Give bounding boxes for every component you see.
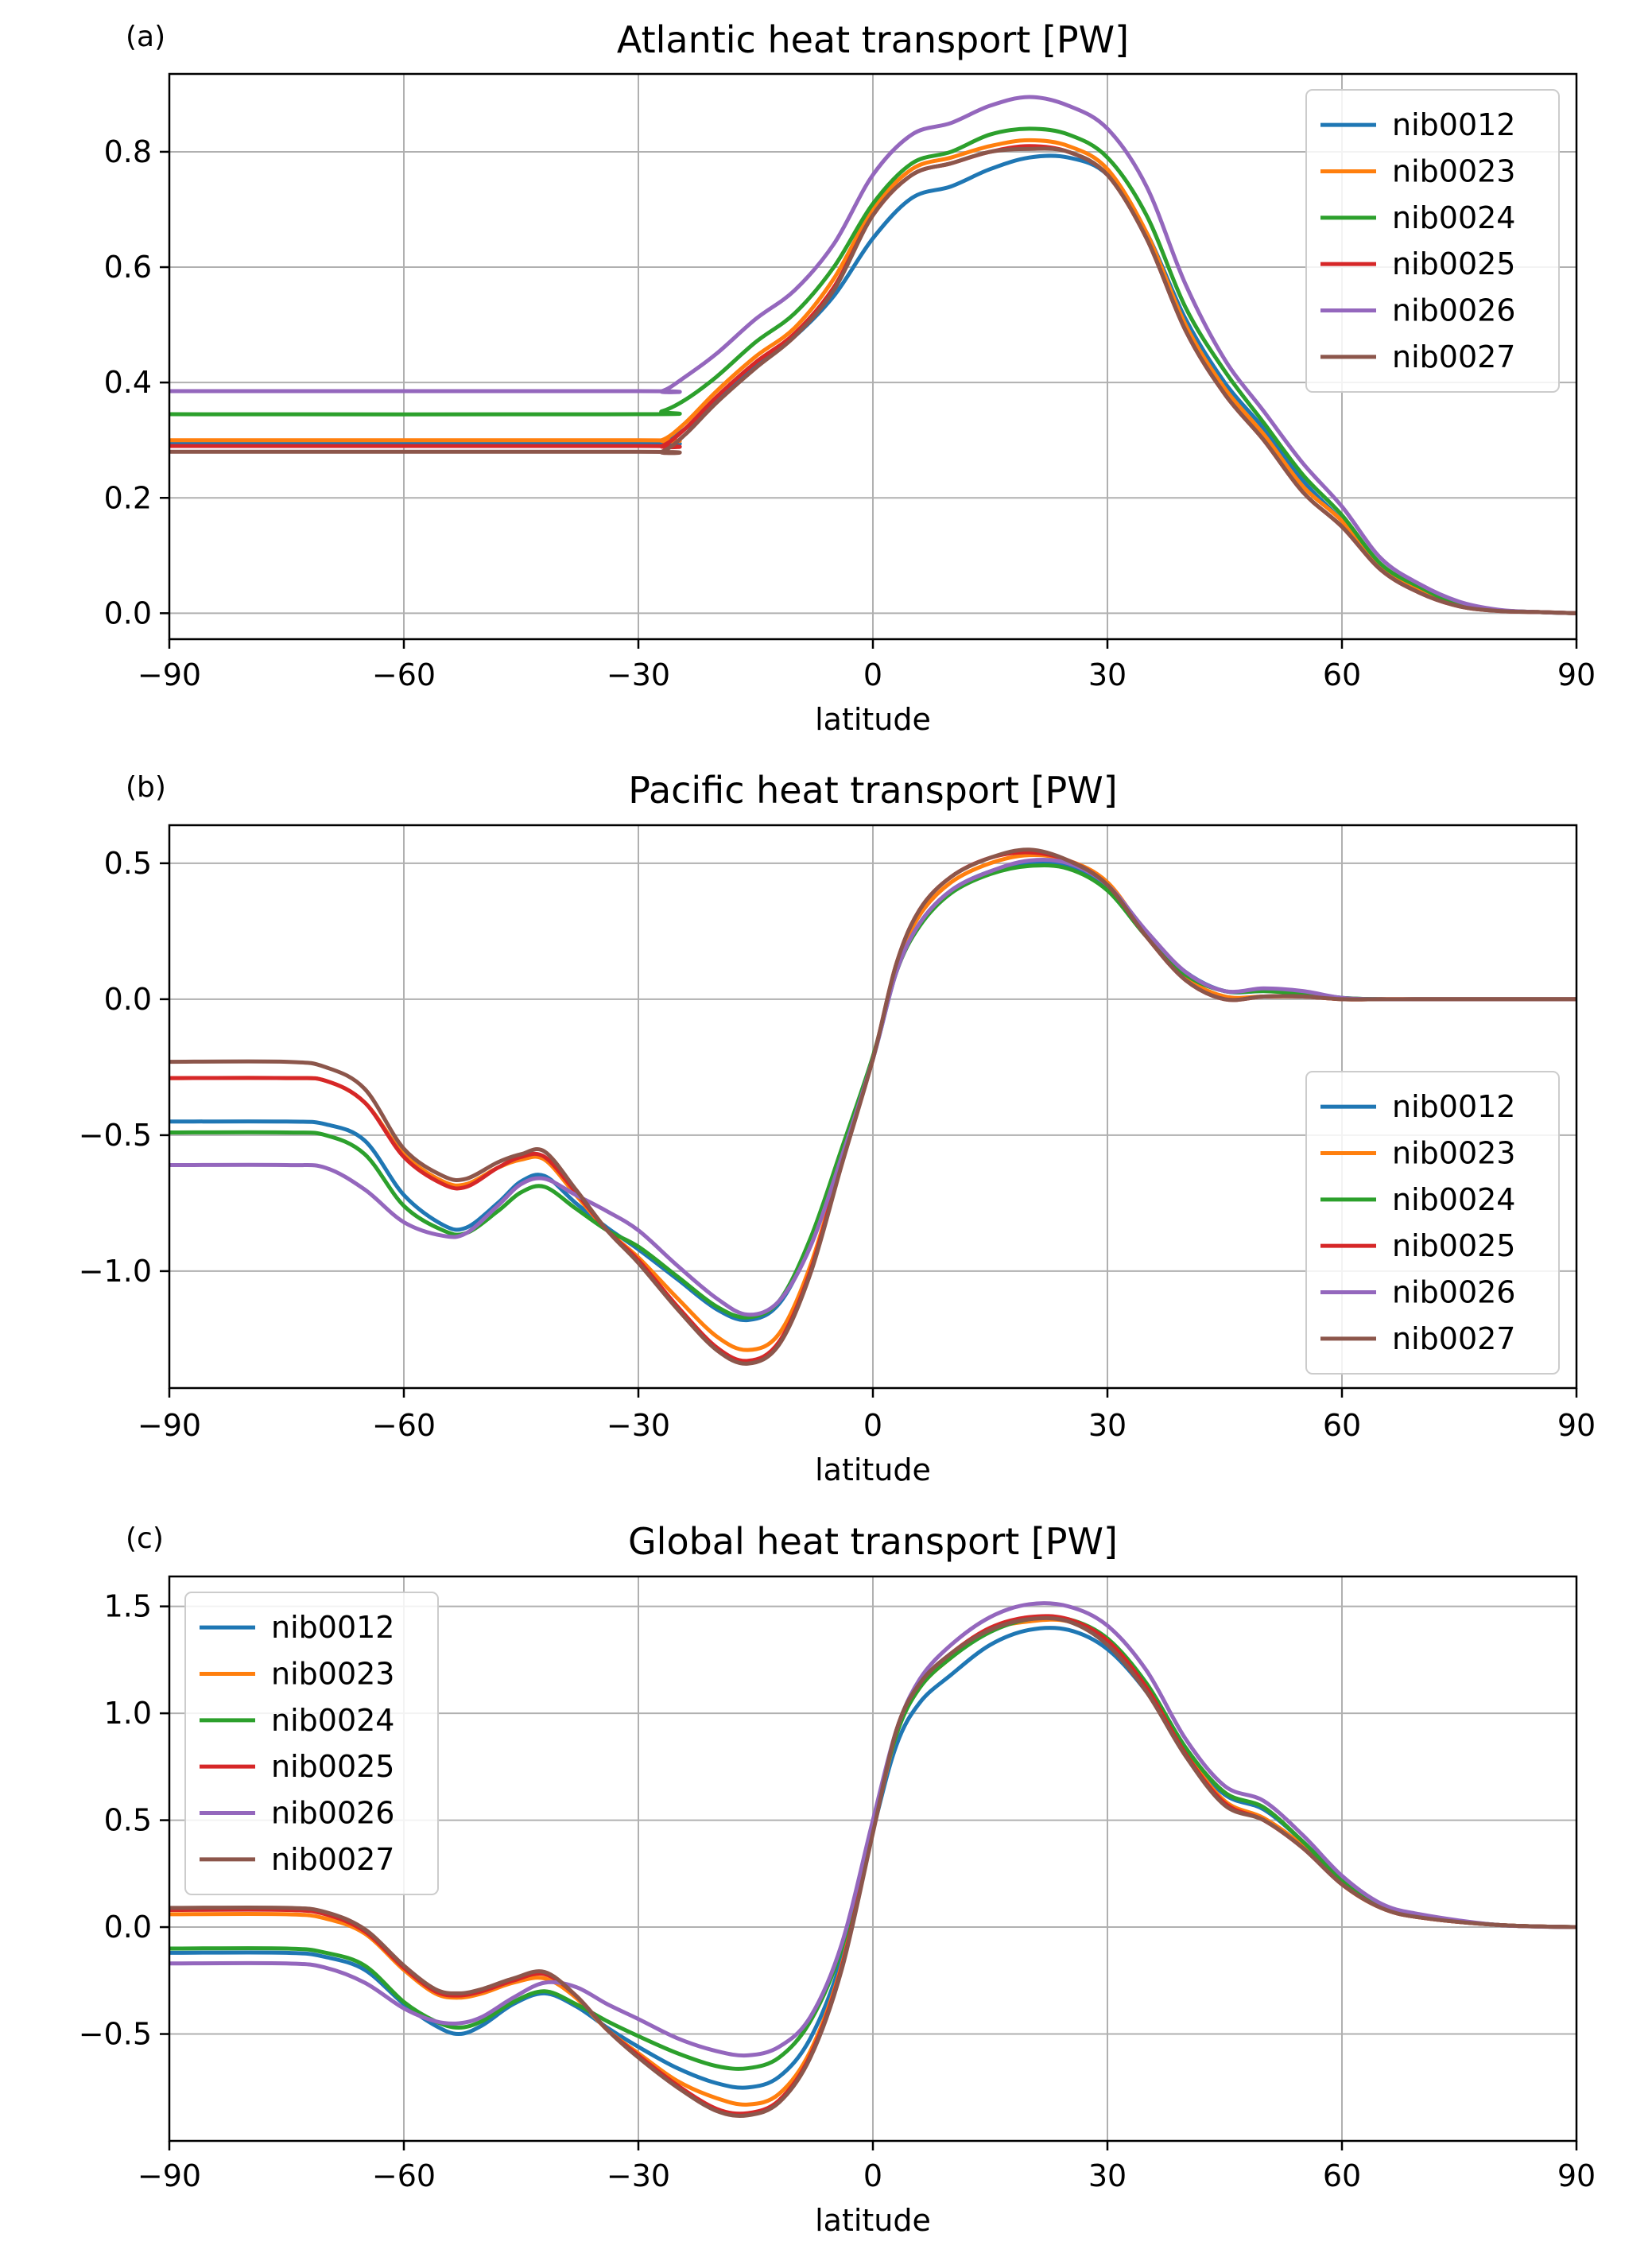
y-tick-label: −0.5 [79, 2017, 152, 2052]
series-group [169, 847, 1576, 1366]
legend-label: nib0023 [1392, 1136, 1515, 1171]
y-tick-label: 0.5 [104, 846, 152, 881]
legend-label: nib0024 [1392, 1182, 1515, 1217]
legend-label: nib0026 [271, 1796, 394, 1831]
y-tick-label: 0.4 [104, 365, 152, 400]
y-tick-label: 0.0 [104, 982, 152, 1017]
x-tick-label: 60 [1323, 657, 1361, 692]
chart-title: Atlantic heat transport [PW] [617, 18, 1129, 61]
y-tick-label: 0.8 [104, 134, 152, 169]
x-tick-label: 90 [1557, 2158, 1596, 2193]
series-line-nib0027 [169, 1615, 1576, 2118]
legend-label: nib0027 [1392, 1321, 1515, 1356]
chart-title: Global heat transport [PW] [628, 1520, 1118, 1563]
series-line-nib0023 [169, 138, 1576, 615]
x-tick-label: 60 [1323, 1408, 1361, 1443]
series-group [169, 95, 1576, 615]
x-tick-label: 90 [1557, 1408, 1596, 1443]
legend-box [1305, 89, 1560, 393]
y-tick-label: 0.5 [104, 1803, 152, 1838]
legend-label: nib0027 [1392, 339, 1515, 374]
legend-label: nib0026 [1392, 1275, 1515, 1310]
chart-panel-0: (a) Atlantic heat transport [PW] −90 −60 −30… [104, 18, 1596, 737]
y-tick-label: 0.0 [104, 1910, 152, 1945]
x-tick-label: −30 [607, 657, 670, 692]
legend-label: nib0012 [1392, 1089, 1515, 1124]
y-tick-label: 0.0 [104, 595, 152, 630]
x-tick-label: −30 [607, 2158, 670, 2193]
legend-label: nib0023 [271, 1657, 394, 1692]
x-tick-label: 30 [1088, 2158, 1127, 2193]
legend-label: nib0025 [1392, 246, 1515, 281]
panel-tag: (c) [126, 1522, 164, 1555]
series-group [169, 1601, 1576, 2118]
chart-title: Pacific heat transport [PW] [628, 769, 1117, 812]
series-line-nib0026 [169, 95, 1576, 615]
x-axis-label: latitude [815, 1452, 931, 1487]
y-tick-label: −1.0 [79, 1254, 152, 1289]
legend-box [1305, 1071, 1560, 1375]
chart-panel-2: (c) Global heat transport [PW] −90 −60 −30 0 3… [79, 1520, 1596, 2238]
legend-label: nib0012 [1392, 107, 1515, 142]
x-tick-label: −90 [138, 657, 201, 692]
x-axis-label: latitude [815, 702, 931, 737]
legend: nib0012 nib0023 nib0024 nib0025 nib0026 nib00… [184, 1592, 439, 1895]
x-tick-label: −60 [372, 657, 436, 692]
chart-panel-1: (b) Pacific heat transport [PW] −90 −60 −30 0… [79, 769, 1596, 1487]
legend-label: nib0024 [271, 1703, 394, 1738]
y-tick-label: 1.0 [104, 1696, 152, 1731]
legend-box [184, 1592, 439, 1895]
x-tick-label: −90 [138, 1408, 201, 1443]
x-tick-label: 60 [1323, 2158, 1361, 2193]
x-tick-label: −90 [138, 2158, 201, 2193]
x-tick-label: 90 [1557, 657, 1596, 692]
x-tick-label: −30 [607, 1408, 670, 1443]
y-tick-label: 0.6 [104, 250, 152, 285]
series-line-nib0027 [169, 847, 1576, 1366]
x-tick-label: −60 [372, 1408, 436, 1443]
x-axis-label: latitude [815, 2203, 931, 2238]
y-tick-label: 0.2 [104, 480, 152, 515]
x-tick-label: 30 [1088, 1408, 1127, 1443]
legend-label: nib0025 [271, 1749, 394, 1784]
panel-tag: (a) [126, 21, 165, 53]
series-line-nib0026 [169, 857, 1576, 1317]
legend-label: nib0012 [271, 1610, 394, 1645]
panel-tag: (b) [126, 771, 166, 804]
x-tick-label: 30 [1088, 657, 1127, 692]
legend: nib0012 nib0023 nib0024 nib0025 nib0026 nib00… [1305, 1071, 1560, 1375]
legend-label: nib0023 [1392, 154, 1515, 189]
legend-label: nib0027 [271, 1842, 394, 1877]
x-tick-label: 0 [863, 2158, 882, 2193]
x-tick-label: 0 [863, 1408, 882, 1443]
series-line-nib0026 [169, 1601, 1576, 2058]
x-tick-label: 0 [863, 657, 882, 692]
series-line-nib0024 [169, 126, 1576, 615]
y-tick-label: −0.5 [79, 1118, 152, 1153]
x-tick-label: −60 [372, 2158, 436, 2193]
legend: nib0012 nib0023 nib0024 nib0025 nib0026 nib00… [1305, 89, 1560, 393]
y-tick-label: 1.5 [104, 1589, 152, 1624]
legend-label: nib0025 [1392, 1228, 1515, 1263]
legend-label: nib0026 [1392, 293, 1515, 328]
legend-label: nib0024 [1392, 200, 1515, 235]
series-line-nib0027 [169, 146, 1576, 615]
